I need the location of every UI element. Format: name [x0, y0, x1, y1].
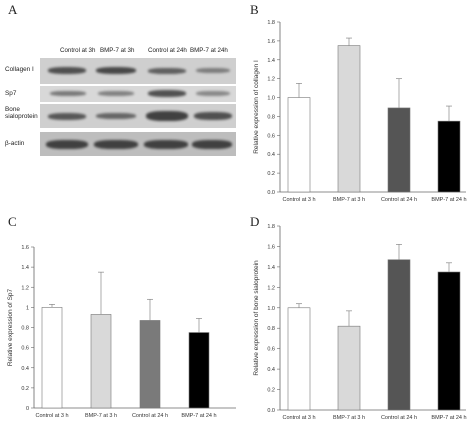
bar: [287, 307, 311, 411]
y-tick-label: 0.2: [267, 171, 275, 177]
y-tick-label: 1.0: [267, 306, 275, 312]
band: [94, 140, 138, 149]
band: [144, 140, 188, 149]
x-tick-label: BMP-7 at 3 h: [333, 415, 365, 421]
y-tick-label: 1.4: [21, 265, 29, 271]
blot-strip-bone-sialoprotein: [40, 104, 236, 128]
band: [50, 91, 86, 96]
bar: [139, 320, 161, 409]
y-tick-label: 0.8: [267, 114, 275, 120]
y-tick-label: 0.6: [267, 133, 275, 139]
x-tick-label: Control at 24 h: [381, 415, 417, 421]
y-tick-label: 0.0: [267, 190, 275, 196]
band: [48, 113, 86, 120]
y-tick-label: 1.2: [21, 285, 29, 291]
y-tick-label: 0.4: [267, 367, 275, 373]
row-label-beta-actin: β-actin: [5, 140, 25, 147]
chart-c-sp7: 0 0.2 0.4 0.6 0.8 1 1.2 1.4 1.6 Relative expressi…: [7, 245, 236, 419]
bar: [287, 97, 311, 193]
y-tick-label: 1.6: [267, 39, 275, 45]
y-tick-label: 1.6: [21, 245, 29, 251]
blot-strip-sp7: [40, 86, 236, 102]
band: [192, 140, 232, 149]
bar: [337, 45, 361, 193]
y-tick-label: 0.8: [267, 326, 275, 332]
y-tick-label: 0.6: [267, 347, 275, 353]
row-label-sp7: Sp7: [5, 90, 17, 97]
x-tick-label: BMP-7 at 24 h: [431, 197, 466, 203]
y-tick-label: 1.2: [267, 77, 275, 83]
lane-label-control-3h: Control at 3h: [60, 47, 96, 54]
y-tick-label: 1.8: [267, 20, 275, 26]
x-tick-label: Control at 24 h: [132, 413, 168, 419]
panel-letter-c: C: [8, 214, 17, 229]
bar: [437, 271, 461, 411]
y-tick-label: 0.4: [21, 366, 29, 372]
x-tick-label: BMP-7 at 3 h: [85, 413, 117, 419]
x-tick-label: BMP-7 at 24 h: [431, 415, 466, 421]
band: [96, 113, 136, 119]
western-blot-panel: Control at 3h BMP-7 at 3h Control at 24h…: [0, 0, 240, 160]
band: [96, 67, 136, 74]
chart-b-collagen: 0.0 0.2 0.4 0.6 0.8 1.0 1.2 1.4 1.6 1.8 Relative e…: [253, 20, 467, 203]
band: [148, 90, 186, 97]
band: [48, 67, 86, 74]
y-tick-label: 1.4: [267, 265, 275, 271]
band: [46, 140, 88, 149]
band: [194, 112, 232, 120]
x-tick-label: Control at 3 h: [282, 415, 315, 421]
y-tick-label: 1.4: [267, 58, 275, 64]
bar: [90, 314, 112, 409]
x-tick-label: BMP-7 at 24 h: [181, 413, 216, 419]
bar: [387, 259, 411, 411]
lane-label-bmp7-3h: BMP-7 at 3h: [100, 47, 135, 54]
row-label-collagen: Collagen I: [5, 66, 34, 73]
x-tick-label: Control at 3 h: [282, 197, 315, 203]
chart-d-bone-sialoprotein: 0.0 0.2 0.4 0.6 0.8 1.0 1.2 1.4 1.6 1.8 Relative e…: [253, 224, 467, 421]
panel-letter-a: A: [8, 2, 18, 17]
panel-letter-b: B: [250, 2, 259, 17]
bar: [41, 307, 63, 409]
band: [196, 91, 230, 96]
band: [146, 111, 188, 121]
x-tick-label: BMP-7 at 3 h: [333, 197, 365, 203]
band: [98, 91, 134, 96]
panel-letter-d: D: [250, 214, 260, 229]
y-tick-label: 0.0: [267, 408, 275, 414]
bar: [337, 325, 361, 411]
y-axis-label: Relative expression of bone sialoprotein: [253, 260, 260, 376]
y-tick-label: 1.0: [267, 96, 275, 102]
y-tick-label: 0.8: [21, 326, 29, 332]
y-tick-label: 1.8: [267, 224, 275, 230]
y-axis-label: Relative expression of collagen I: [253, 60, 260, 154]
y-tick-label: 0.2: [267, 388, 275, 394]
y-tick-label: 1.2: [267, 285, 275, 291]
row-label-bone-sialoprotein: Bone sialoprotein: [5, 106, 38, 120]
lane-label-control-24h: Control at 24h: [148, 47, 187, 54]
y-tick-label: 0.6: [21, 346, 29, 352]
y-tick-label: 0.2: [21, 386, 29, 392]
band: [148, 68, 186, 74]
bar: [387, 107, 411, 193]
blot-strip-beta-actin: [40, 132, 236, 156]
bar: [437, 120, 461, 193]
band: [196, 68, 230, 73]
lane-label-bmp7-24h: BMP-7 at 24h: [190, 47, 228, 54]
blot-strip-collagen: [40, 58, 236, 84]
y-tick-label: 1.6: [267, 244, 275, 250]
x-tick-label: Control at 3 h: [35, 413, 68, 419]
bar: [188, 332, 210, 409]
y-tick-label: 0.4: [267, 152, 275, 158]
y-tick-label: 0: [26, 406, 29, 412]
y-axis-label: Relative expression of Sp7: [7, 288, 14, 366]
y-tick-label: 1: [26, 305, 29, 311]
x-tick-label: Control at 24 h: [381, 197, 417, 203]
